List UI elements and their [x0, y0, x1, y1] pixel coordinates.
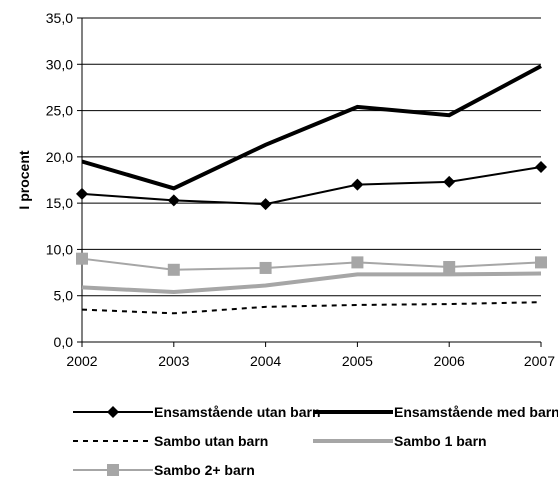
series-ensamstående-utan-barn: [76, 161, 547, 211]
legend-item: Sambo utan barn: [73, 433, 268, 449]
series-ensamstående-med-barn: [81, 64, 542, 191]
series-line: [81, 271, 542, 295]
data-point: [259, 261, 272, 274]
y-tick-labels: 0,0 5,0 10,0 15,0 20,0 25,0 30,0 35,0: [46, 10, 73, 350]
x-tick-label: 2002: [66, 353, 97, 369]
legend-marker: [107, 464, 119, 476]
legend-item: Ensamstående med barn: [313, 404, 558, 420]
legend-label: Ensamstående utan barn: [154, 404, 321, 420]
series-line: [81, 257, 542, 271]
series-line: [81, 166, 542, 206]
legend: Ensamstående utan barn Ensamstående med b…: [73, 404, 558, 478]
y-tick-label: 25,0: [46, 103, 73, 119]
legend-item: Sambo 2+ barn: [73, 462, 255, 478]
y-tick-label: 0,0: [54, 334, 74, 350]
data-point: [167, 263, 180, 276]
y-tick-label: 30,0: [46, 56, 73, 72]
series-sambo-2-barn: [76, 252, 547, 276]
legend-label: Sambo 2+ barn: [154, 462, 255, 478]
legend-item: Sambo 1 barn: [313, 433, 487, 449]
series-line: [81, 64, 542, 191]
data-point: [167, 194, 180, 207]
legend-marker: [107, 406, 119, 418]
y-axis-label: I procent: [16, 150, 32, 209]
series-line: [81, 301, 542, 315]
legend-label: Sambo 1 barn: [394, 433, 487, 449]
y-tick-label: 5,0: [54, 288, 74, 304]
data-point: [351, 256, 364, 269]
gridlines: [82, 17, 541, 297]
y-tick-label: 35,0: [46, 10, 73, 26]
x-tick-label: 2006: [434, 353, 465, 369]
legend-label: Ensamstående med barn: [394, 404, 558, 420]
data-point: [76, 252, 88, 265]
series-sambo-utan-barn: [81, 301, 542, 315]
data-point: [351, 178, 364, 191]
series-sambo-1-barn: [81, 271, 542, 295]
x-tick-label: 2003: [158, 353, 189, 369]
x-tick-label: 2005: [342, 353, 373, 369]
data-point: [76, 187, 88, 200]
y-tick-label: 20,0: [46, 149, 73, 165]
y-tick-label: 15,0: [46, 195, 73, 211]
data-point: [535, 161, 547, 174]
data-point: [443, 175, 456, 188]
x-tick-label: 2007: [524, 353, 555, 369]
data-point: [259, 198, 272, 211]
y-tick-label: 10,0: [46, 241, 73, 257]
x-tick-label: 2004: [250, 353, 281, 369]
series-lines: [76, 64, 547, 315]
data-point: [443, 261, 456, 274]
x-tick-labels: 2002 2003 2004 2005 2006 2007: [66, 353, 555, 369]
legend-label: Sambo utan barn: [154, 433, 268, 449]
legend-item: Ensamstående utan barn: [73, 404, 321, 420]
data-point: [535, 256, 547, 269]
axes: [77, 17, 542, 347]
